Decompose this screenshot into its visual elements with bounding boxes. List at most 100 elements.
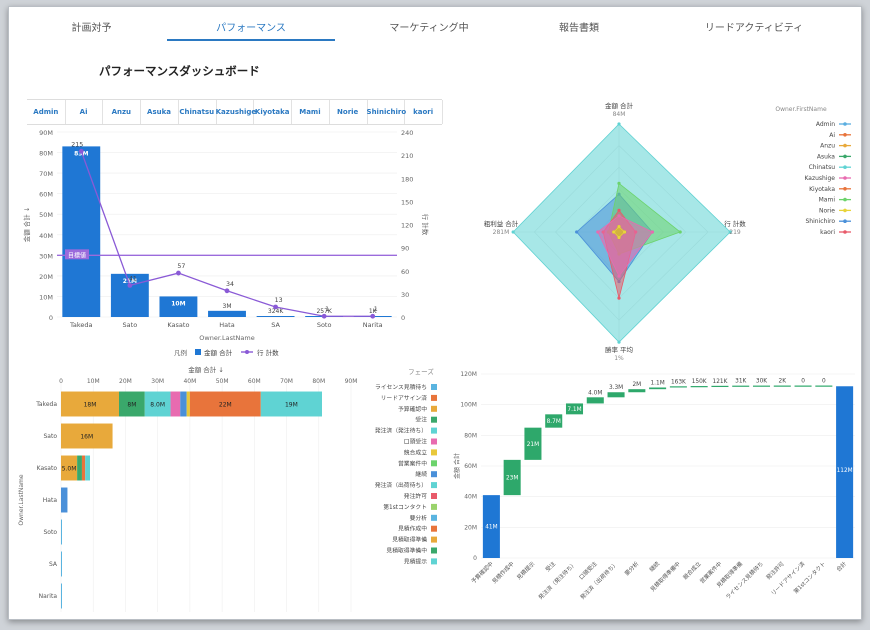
wf-step-bar <box>607 392 625 398</box>
wf-step-bar <box>649 387 667 390</box>
target-badge <box>65 249 89 260</box>
radar-point <box>596 230 600 234</box>
radar-point <box>617 340 621 344</box>
radar-legend-title: Owner.FirstName <box>775 106 827 113</box>
owner-filter-kaori[interactable]: kaori <box>404 100 443 124</box>
radar-legend-label: Mami <box>819 197 836 204</box>
owner-filter-norie[interactable]: Norie <box>329 100 368 124</box>
x-tick-label: Narita <box>363 321 383 329</box>
tab-marketing[interactable]: マーケティング中 <box>389 23 469 34</box>
legend-title: 凡例 <box>174 348 187 357</box>
legend-swatch-point <box>245 350 249 354</box>
y2-tick-label: 120 <box>401 222 413 230</box>
count-label: 1 <box>325 306 329 313</box>
tab-performance[interactable]: パフォーマンス <box>216 23 286 34</box>
wf-step-bar <box>752 385 771 387</box>
wf-step-bar <box>773 385 791 387</box>
wf-step-bar <box>794 385 812 387</box>
radar-axis-label: 行 計数 <box>724 219 746 228</box>
hbar-legend-swatch <box>431 416 437 423</box>
radar-axis-max: 219 <box>729 229 741 236</box>
owner-filter-kiyotaka[interactable]: Kiyotaka <box>253 100 293 124</box>
wf-step-bar <box>586 397 604 404</box>
x-tick-label: Hata <box>219 321 234 329</box>
bar-value-label: 10M <box>171 300 185 307</box>
legend-label: 金額 合計 <box>204 348 233 357</box>
hbar-segment <box>180 391 187 417</box>
wf-step-label: 0 <box>801 379 805 385</box>
hbar-segment <box>61 423 113 449</box>
x-tick-label: 60M <box>248 378 261 385</box>
tab-lead-activity[interactable]: リードアクティビティ <box>704 23 804 34</box>
x-axis-title: Owner.LastName <box>199 334 254 342</box>
wf-step-bar <box>711 385 729 388</box>
radar-axis-label: 勝率 平均 <box>605 345 634 354</box>
hbar-legend-label: 要分析 <box>410 514 428 522</box>
active-tab-underline <box>167 39 335 41</box>
y-tick-label: 0 <box>473 555 477 562</box>
radar-legend-label: Shinichiro <box>805 218 835 225</box>
top-tab-bar: 計画対予 パフォーマンス マーケティング中 報告書類 リードアクティビティ <box>9 7 861 45</box>
bar-line-chart: 010M20M30M40M50M60M70M80M90M030609012015… <box>22 129 430 357</box>
radar-legend-label: Norie <box>819 207 835 214</box>
radar-legend-dot <box>843 165 847 169</box>
wf-x-tick-label: 発注済（出荷待ち） <box>578 560 619 601</box>
hbar-segment <box>81 455 86 481</box>
count-point <box>78 148 84 154</box>
owner-filter-kazushige[interactable]: Kazushige <box>216 100 256 124</box>
owner-filter-chinatsu[interactable]: Chinatsu <box>178 100 217 124</box>
owner-filter-anzu[interactable]: Anzu <box>102 100 142 124</box>
radar-point <box>617 235 621 240</box>
hbar-legend-swatch <box>431 438 437 445</box>
wf-step-label: 21M <box>527 442 539 448</box>
wf-step-label: 8.7M <box>547 419 561 425</box>
wf-step-label: 150K <box>692 379 707 385</box>
radar-point <box>511 230 515 234</box>
count-label: 57 <box>177 263 185 270</box>
tab-plan[interactable]: 計画対予 <box>71 23 112 34</box>
count-label: 13 <box>275 297 283 304</box>
hbar-legend-swatch <box>431 384 437 390</box>
wf-x-tick-label: 受注 <box>544 559 558 573</box>
count-point <box>321 313 327 319</box>
count-point <box>273 304 278 310</box>
owner-filter-asuka[interactable]: Asuka <box>140 100 179 124</box>
bar-sa <box>256 316 295 317</box>
wf-x-tick-label: 要分析 <box>623 559 641 577</box>
owner-filter-ai[interactable]: Ai <box>65 100 104 124</box>
hbar-legend-label: 継続 <box>415 470 427 478</box>
hbar-legend-swatch <box>431 427 437 434</box>
hbar-legend-label: 発注許可 <box>404 492 427 500</box>
tab-reports[interactable]: 報告書類 <box>559 23 599 34</box>
owner-filter-admin[interactable]: Admin <box>27 100 66 124</box>
radar-legend-dot <box>843 176 847 180</box>
radar-axis-label: 金額 合計 <box>605 101 634 110</box>
owner-filter-mami[interactable]: Mami <box>291 100 330 124</box>
radar-axis-max: 1% <box>614 355 624 362</box>
radar-point <box>612 230 616 234</box>
dashboard-frame: 計画対予 パフォーマンス マーケティング中 報告書類 リードアクティビティ パフ… <box>8 6 862 620</box>
hbar-category-label: Kasato <box>37 465 58 472</box>
y2-tick-label: 150 <box>401 198 413 206</box>
owner-filter-shinichiro[interactable]: Shinichiro <box>367 100 406 124</box>
bar-value-label: 1K <box>369 308 378 315</box>
hbar-category-label: SA <box>49 561 58 568</box>
count-point <box>127 282 133 288</box>
bar-takeda <box>62 146 101 317</box>
hbar-y-axis-title: Owner.LastName <box>18 474 25 525</box>
hbar-segment-label: 8M <box>127 402 136 409</box>
wf-step-label: 30K <box>756 379 767 385</box>
hbar-segment <box>189 391 261 417</box>
y-tick-label: 80M <box>39 150 53 158</box>
radar-legend-label: Asuka <box>817 153 835 160</box>
hbar-segment <box>61 455 78 481</box>
y-tick-label: 90M <box>39 129 53 137</box>
radar-legend-label: Kiyotaka <box>809 186 835 193</box>
wf-step-label: 121K <box>713 379 728 385</box>
hbar-legend-label: 第1stコンタクト <box>383 503 427 511</box>
hbar-segment <box>260 391 322 417</box>
hbar-legend-swatch <box>431 547 437 554</box>
bar-value-label: 83M <box>74 150 88 157</box>
radar-legend-dot <box>843 197 847 202</box>
radar-point <box>617 181 621 185</box>
